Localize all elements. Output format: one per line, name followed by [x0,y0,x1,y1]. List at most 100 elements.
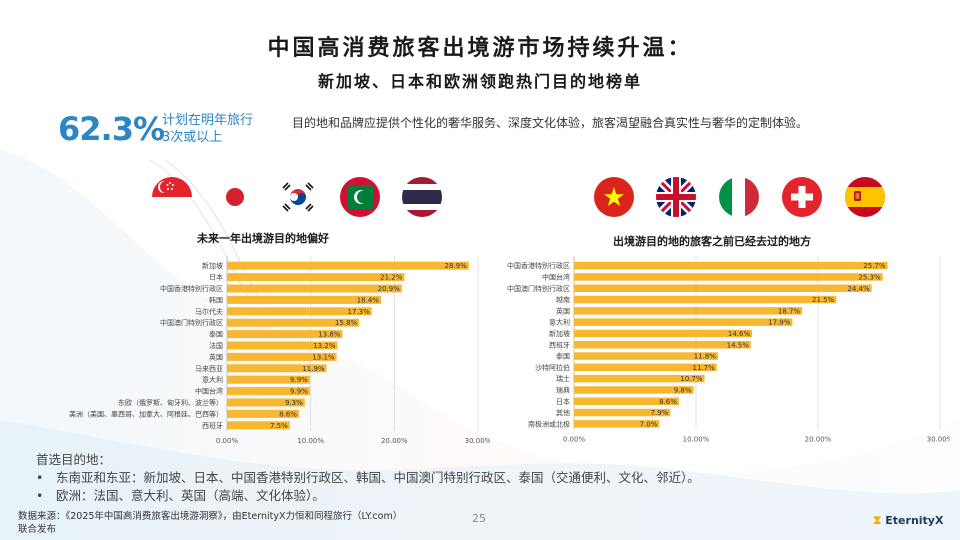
chart-x-tick-label: 30.00% [927,436,950,444]
chart-bar [227,421,290,430]
chart-category-label: 东欧（俄罗斯、匈牙利、波兰等） [118,398,223,407]
chart-bar [227,330,343,339]
chart-data-label: 21.2% [380,274,403,282]
chart-data-label: 20.9% [378,285,401,293]
chart-category-label: 瑞士 [556,374,570,383]
chart-data-label: 14.6% [728,330,751,338]
chart-bar [227,284,402,293]
chart-x-tick-label: 10.00% [683,436,710,444]
chart-category-label: 英国 [209,352,223,361]
chart-category-label: 新加坡 [202,261,223,270]
chart-data-label: 7.9% [651,409,669,417]
chart-x-tick-label: 10.00% [297,437,324,445]
chart-category-label: 新加坡 [549,329,570,338]
chart-data-label: 21.5% [812,296,835,304]
data-source-note: 数据来源：《2025年中国高消费旅客出境游洞察》，由EternityX力恒和同程… [18,510,458,536]
chart-left: 0.00% 10.00% 20.00% 30.00% 新加坡 28.9% 日本 21.2% 中国… [69,256,490,445]
chart-left-title: 未来一年出境游目的地偏好 [197,232,329,245]
chart-x-tick-label: 0.00% [563,436,586,444]
bullet-item-text: 东南亚和东亚：新加坡、日本、中国香港特别行政区、韩国、中国澳门特别行政区、泰国（… [56,470,700,485]
uk-flag-icon [656,177,696,217]
chart-bar [574,374,705,383]
stat-label-line1: 计划在明年旅行 [162,113,254,128]
stat-label-line2: 3次或以上 [162,130,223,145]
chart-right-title: 出境游目的地的旅客之前已经去过的地方 [613,235,811,248]
chart-data-label: 18.4% [357,296,380,304]
chart-data-label: 8.6% [659,398,677,406]
chart-bar [227,341,338,350]
chart-data-label: 7.5% [270,422,288,430]
chart-bar [574,284,872,292]
chart-bar [574,363,717,372]
chart-x-tick-label: 0.00% [216,437,239,445]
chart-data-label: 11.8% [694,353,717,361]
source-line1: 数据来源：《2025年中国高消费旅客出境游洞察》，由EternityX力恒和同程… [18,511,403,522]
singapore-flag-icon [152,177,192,217]
chart-data-label: 13.1% [312,353,335,361]
chart-category-label: 马来西亚 [195,365,223,373]
chart-bar [227,273,405,282]
brand-mark-icon: ⧗ [873,513,882,527]
source-line2: 联合发布 [18,524,57,535]
chart-bar [227,398,305,407]
bullet-item: • 欧洲：法国、意大利、英国（高端、文化体验）。 [36,488,325,503]
chart-category-label: 西班牙 [202,421,223,430]
chart-bar [227,352,337,361]
chart-data-label: 9.9% [290,376,308,384]
chart-bar [574,318,793,326]
chart-category-label: 中国台湾 [542,272,570,281]
chart-data-label: 18.7% [778,307,801,315]
preferred-destinations-list: 首选目的地： • 东南亚和东亚：新加坡、日本、中国香港特别行政区、韩国、中国澳门特… [36,451,700,505]
bullet-item: • 东南亚和东亚：新加坡、日本、中国香港特别行政区、韩国、中国澳门特别行政区、泰国… [36,470,700,485]
chart-category-label: 日本 [556,397,570,406]
vietnam-flag-icon [594,177,634,217]
chart-data-label: 7.0% [640,420,658,428]
chart-category-label: 南极洲或北极 [528,419,570,428]
chart-bar [574,397,679,405]
chart-category-label: 泰国 [209,330,223,339]
chart-category-label: 日本 [209,273,223,282]
chart-category-label: 马尔代夫 [195,307,223,316]
chart-bar [574,295,837,304]
page-subtitle: 新加坡、日本和欧洲领跑热门目的地榜单 [317,72,642,91]
chart-category-label: 韩国 [209,295,223,304]
chart-bar [227,307,372,316]
thailand-flag-icon [402,177,442,217]
chart-x-tick-label: 20.00% [805,436,832,444]
chart-bar [574,341,751,349]
chart-bar [227,318,360,327]
brand-name: EternityX [885,514,944,527]
chart-data-label: 28.9% [445,262,468,270]
chart-right: 0.00% 10.00% 20.00% 30.00% 中国香港特别行政区 25.7% 中国台… [507,256,950,444]
chart-data-label: 9.9% [290,388,308,396]
chart-data-label: 11.9% [302,365,325,373]
chart-bar [227,409,299,418]
chart-bar [574,386,694,394]
chart-category-label: 越南 [556,295,570,304]
brand-logo: ⧗ EternityX [873,513,943,528]
chart-data-label: 24.4% [847,285,870,293]
chart-category-label: 中国香港特别行政区 [160,284,223,293]
chart-bar [574,408,671,417]
chart-category-label: 沙特阿拉伯 [535,363,570,372]
chart-bar [574,420,660,428]
chart-bar [227,364,327,373]
chart-category-label: 瑞典 [556,385,570,394]
maldives-flag-icon [340,177,380,217]
chart-data-label: 14.5% [727,341,750,349]
chart-category-label: 英国 [556,306,570,315]
chart-data-label: 9.8% [674,386,692,394]
chart-x-tick-label: 30.00% [465,437,490,445]
chart-bar [574,329,753,338]
bullets-heading: 首选目的地： [36,452,112,467]
chart-data-label: 25.3% [858,273,881,281]
chart-data-label: 13.8% [318,331,341,339]
chart-data-label: 17.9% [768,319,791,327]
chart-data-label: 11.7% [692,364,715,372]
chart-data-label: 10.7% [680,375,703,383]
italy-flag-icon [719,177,759,217]
page-title: 中国高消费旅客出境游市场持续升温： [267,36,693,61]
chart-category-label: 意大利 [202,375,223,384]
chart-bar [574,261,888,270]
chart-category-label: 中国台湾 [195,387,223,396]
